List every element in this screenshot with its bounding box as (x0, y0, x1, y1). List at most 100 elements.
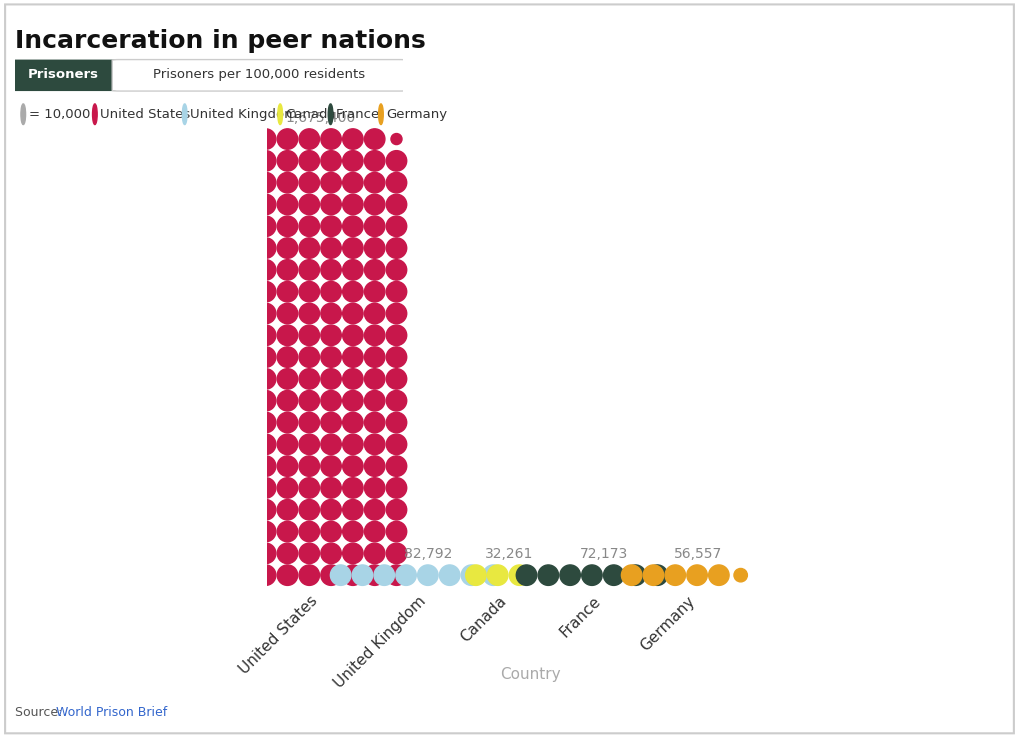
Circle shape (352, 565, 372, 585)
Circle shape (233, 282, 254, 302)
Circle shape (255, 325, 275, 346)
Circle shape (664, 565, 685, 585)
Circle shape (299, 347, 319, 367)
Circle shape (255, 368, 275, 389)
Circle shape (321, 325, 341, 346)
Circle shape (321, 456, 341, 476)
Circle shape (483, 565, 503, 585)
Text: United Kingdom: United Kingdom (331, 593, 428, 691)
Circle shape (299, 434, 319, 455)
Circle shape (277, 325, 298, 346)
Circle shape (364, 150, 384, 171)
Circle shape (603, 565, 624, 585)
Circle shape (386, 500, 407, 520)
Circle shape (386, 303, 407, 324)
Circle shape (277, 216, 298, 237)
Circle shape (277, 238, 298, 258)
Text: United States: United States (100, 108, 191, 121)
Circle shape (342, 282, 363, 302)
Circle shape (417, 565, 437, 585)
Circle shape (386, 347, 407, 367)
Circle shape (21, 104, 25, 125)
Circle shape (364, 347, 384, 367)
Circle shape (277, 172, 298, 193)
Circle shape (233, 412, 254, 433)
Circle shape (342, 347, 363, 367)
Text: 32,261: 32,261 (485, 547, 533, 561)
Circle shape (386, 195, 407, 214)
Circle shape (386, 368, 407, 389)
Circle shape (255, 500, 275, 520)
Circle shape (364, 238, 384, 258)
Circle shape (299, 303, 319, 324)
Circle shape (277, 391, 298, 411)
Circle shape (677, 573, 681, 577)
Circle shape (321, 172, 341, 193)
Text: Germany: Germany (386, 108, 447, 121)
Circle shape (233, 195, 254, 214)
Circle shape (233, 565, 254, 585)
Circle shape (621, 565, 641, 585)
Circle shape (299, 543, 319, 564)
Text: United States: United States (236, 593, 321, 677)
Circle shape (299, 150, 319, 171)
Circle shape (342, 238, 363, 258)
Circle shape (182, 104, 186, 125)
Circle shape (321, 150, 341, 171)
Circle shape (233, 347, 254, 367)
Circle shape (299, 259, 319, 280)
Circle shape (708, 565, 729, 585)
Circle shape (508, 565, 529, 585)
Circle shape (386, 216, 407, 237)
Circle shape (255, 129, 275, 150)
Circle shape (386, 412, 407, 433)
Circle shape (364, 456, 384, 476)
Text: Incarceration in peer nations: Incarceration in peer nations (15, 29, 426, 54)
Circle shape (277, 104, 282, 125)
Circle shape (364, 282, 384, 302)
Circle shape (233, 216, 254, 237)
Circle shape (516, 565, 536, 585)
Text: France: France (556, 593, 603, 640)
Circle shape (342, 391, 363, 411)
Text: Country: Country (499, 667, 560, 682)
Circle shape (321, 282, 341, 302)
Circle shape (255, 434, 275, 455)
Circle shape (277, 478, 298, 498)
Circle shape (364, 434, 384, 455)
Circle shape (299, 391, 319, 411)
Circle shape (255, 150, 275, 171)
Circle shape (364, 216, 384, 237)
Circle shape (386, 259, 407, 280)
Circle shape (364, 412, 384, 433)
Circle shape (461, 565, 481, 585)
Circle shape (277, 412, 298, 433)
Circle shape (342, 412, 363, 433)
Circle shape (233, 150, 254, 171)
Text: United Kingdom: United Kingdom (190, 108, 297, 121)
Circle shape (321, 303, 341, 324)
Circle shape (299, 565, 319, 585)
Circle shape (277, 195, 298, 214)
Circle shape (364, 565, 384, 585)
Circle shape (233, 259, 254, 280)
Circle shape (390, 133, 401, 144)
Circle shape (364, 391, 384, 411)
Circle shape (364, 303, 384, 324)
Circle shape (233, 543, 254, 564)
Text: Prisoners: Prisoners (29, 68, 99, 81)
Circle shape (255, 391, 275, 411)
Circle shape (321, 238, 341, 258)
Circle shape (277, 543, 298, 564)
Circle shape (386, 565, 407, 585)
Circle shape (233, 391, 254, 411)
Circle shape (277, 368, 298, 389)
Circle shape (277, 129, 298, 150)
Circle shape (342, 478, 363, 498)
Circle shape (439, 565, 460, 585)
Circle shape (342, 216, 363, 237)
Circle shape (364, 500, 384, 520)
Circle shape (364, 325, 384, 346)
Circle shape (646, 565, 666, 585)
Circle shape (233, 434, 254, 455)
